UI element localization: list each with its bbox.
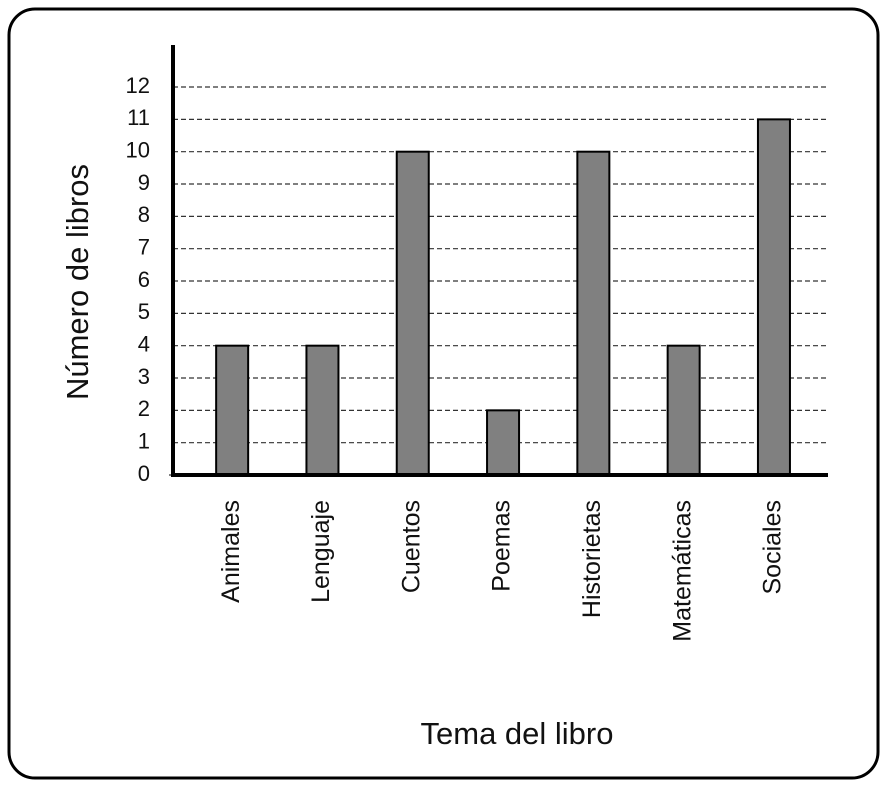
y-tick-label: 9 xyxy=(138,170,150,195)
y-tick-label: 2 xyxy=(138,396,150,421)
y-tick-label: 3 xyxy=(138,364,150,389)
bar xyxy=(576,150,611,476)
y-tick-label: 5 xyxy=(138,299,150,324)
y-tick-label: 4 xyxy=(138,331,150,356)
x-tick-label: Lenguaje xyxy=(307,500,335,603)
x-tick-label: Sociales xyxy=(759,500,787,595)
bar xyxy=(305,344,340,476)
bar xyxy=(215,344,250,476)
y-tick-label: 7 xyxy=(138,234,150,259)
y-tick-label: 8 xyxy=(138,202,150,227)
y-tick-label: 0 xyxy=(138,461,150,486)
bar xyxy=(486,409,521,476)
frame xyxy=(7,7,880,780)
y-axis-label: Número de libros xyxy=(60,164,95,400)
y-tick-label: 1 xyxy=(138,428,150,453)
x-tick-label: Cuentos xyxy=(397,500,425,593)
y-tick-label: 12 xyxy=(126,73,150,98)
x-tick-label: Matemáticas xyxy=(668,500,696,642)
x-tick-label: Historietas xyxy=(578,500,606,618)
bar xyxy=(395,150,430,476)
y-tick-label: 10 xyxy=(126,138,150,163)
x-tick-label: Animales xyxy=(217,500,245,603)
y-tick-label: 6 xyxy=(138,267,150,292)
y-tick-label: 11 xyxy=(127,105,150,130)
x-axis-label: Tema del libro xyxy=(421,716,614,751)
bar xyxy=(666,344,701,476)
x-tick-label: Poemas xyxy=(488,500,516,592)
bar xyxy=(756,118,791,476)
